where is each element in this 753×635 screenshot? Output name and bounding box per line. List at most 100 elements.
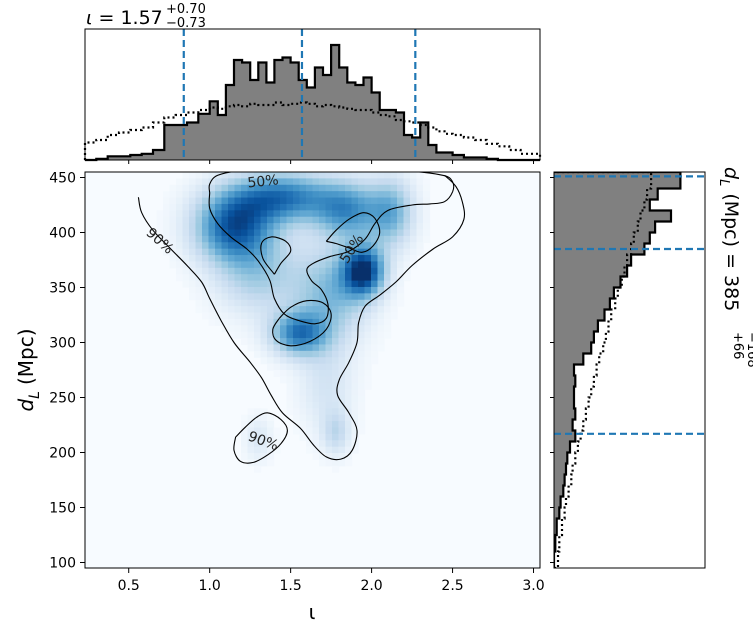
heatmap-cell	[351, 223, 359, 231]
heatmap-cell	[319, 293, 327, 301]
heatmap-cell	[312, 408, 320, 416]
heatmap-cell	[345, 344, 353, 352]
heatmap-cell	[215, 318, 223, 326]
heatmap-cell	[299, 210, 307, 218]
heatmap-cell	[286, 325, 294, 333]
heatmap-cell	[325, 261, 333, 269]
heatmap-cell	[358, 242, 366, 250]
heatmap-cell	[299, 350, 307, 358]
heatmap-cell	[189, 242, 197, 250]
heatmap-cell	[215, 286, 223, 294]
heatmap-cell	[182, 280, 190, 288]
heatmap-cell	[260, 229, 268, 237]
heatmap-cell	[332, 408, 340, 416]
heatmap-cell	[423, 216, 431, 224]
heatmap-cell	[163, 235, 171, 243]
heatmap-cell	[364, 261, 372, 269]
heatmap-cell	[416, 210, 424, 218]
heatmap-cell	[319, 191, 327, 199]
heatmap-cell	[358, 216, 366, 224]
heatmap-cell	[234, 286, 242, 294]
heatmap-cell	[345, 184, 353, 192]
heatmap-cell	[202, 242, 210, 250]
heatmap-cell	[299, 191, 307, 199]
heatmap-cell	[423, 210, 431, 218]
heatmap-cell	[189, 255, 197, 263]
heatmap-cell	[156, 216, 164, 224]
heatmap-cell	[182, 197, 190, 205]
heatmap-cell	[195, 248, 203, 256]
heatmap-cell	[325, 184, 333, 192]
heatmap-cell	[273, 440, 281, 448]
heatmap-cell	[325, 293, 333, 301]
heatmap-cell	[319, 350, 327, 358]
heatmap-cell	[267, 293, 275, 301]
heatmap-cell	[345, 203, 353, 211]
heatmap-cell	[338, 286, 346, 294]
heatmap-cell	[312, 453, 320, 461]
x-tick-label: 1.0	[199, 578, 221, 594]
heatmap-cell	[338, 261, 346, 269]
heatmap-cell	[280, 242, 288, 250]
heatmap-cell	[371, 235, 379, 243]
heatmap-cell	[319, 459, 327, 467]
heatmap-cell	[358, 325, 366, 333]
y-tick-label: 100	[49, 556, 76, 572]
heatmap-cell	[260, 350, 268, 358]
heatmap-cell	[306, 178, 314, 186]
heatmap-cell	[234, 216, 242, 224]
contour-50-line	[272, 299, 332, 347]
heatmap-cell	[189, 172, 197, 179]
heatmap-cell	[338, 446, 346, 454]
heatmap-cell	[286, 235, 294, 243]
heatmap-cell	[325, 421, 333, 429]
heatmap-cell	[273, 286, 281, 294]
heatmap-cell	[241, 242, 249, 250]
heatmap-cell	[247, 216, 255, 224]
heatmap-cell	[351, 376, 359, 384]
heatmap-cell	[325, 178, 333, 186]
heatmap-cell	[358, 350, 366, 358]
heatmap-cell	[403, 223, 411, 231]
heatmap-cell	[234, 242, 242, 250]
heatmap-cell	[208, 184, 216, 192]
heatmap-cell	[410, 184, 418, 192]
heatmap-cell	[390, 203, 398, 211]
heatmap-cell	[351, 312, 359, 320]
heatmap-cell	[371, 280, 379, 288]
density-heatmap	[85, 172, 540, 568]
heatmap-cell	[377, 280, 385, 288]
heatmap-cell	[377, 248, 385, 256]
heatmap-cell	[345, 325, 353, 333]
heatmap-cell	[267, 446, 275, 454]
heatmap-cell	[163, 203, 171, 211]
heatmap-cell	[332, 465, 340, 473]
heatmap-cell	[371, 184, 379, 192]
heatmap-cell	[208, 197, 216, 205]
heatmap-cell	[312, 312, 320, 320]
heatmap-cell	[325, 235, 333, 243]
heatmap-cell	[364, 306, 372, 314]
heatmap-cell	[260, 421, 268, 429]
heatmap-cell	[215, 280, 223, 288]
heatmap-cell	[254, 242, 262, 250]
heatmap-cell	[195, 203, 203, 211]
heatmap-cell	[319, 331, 327, 339]
heatmap-cell	[403, 203, 411, 211]
heatmap-cell	[247, 223, 255, 231]
heatmap-cell	[299, 248, 307, 256]
heatmap-cell	[319, 255, 327, 263]
heatmap-cell	[332, 453, 340, 461]
heatmap-cell	[299, 421, 307, 429]
heatmap-cell	[299, 344, 307, 352]
heatmap-cell	[176, 274, 184, 282]
heatmap-cell	[273, 427, 281, 435]
heatmap-cell	[384, 216, 392, 224]
heatmap-cell	[416, 229, 424, 237]
prior-outline	[554, 172, 653, 568]
heatmap-cell	[312, 427, 320, 435]
heatmap-cell	[332, 382, 340, 390]
heatmap-cell	[423, 184, 431, 192]
y-axis-label: dL (Mpc)	[14, 328, 43, 411]
heatmap-cell	[267, 299, 275, 307]
